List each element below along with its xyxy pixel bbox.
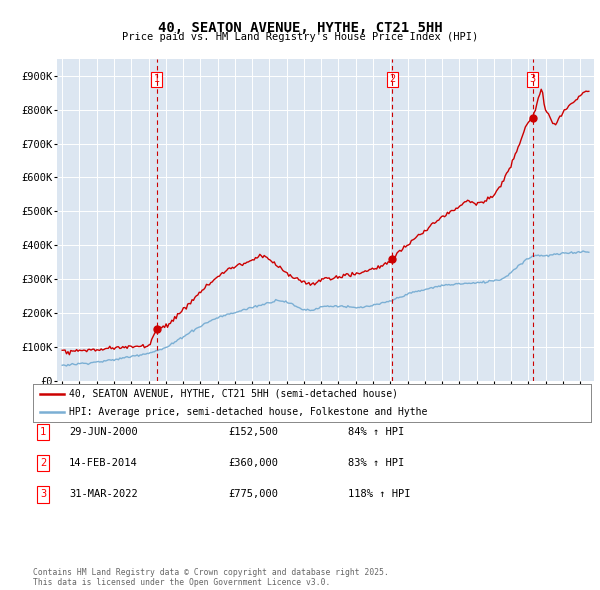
Text: £360,000: £360,000 — [228, 458, 278, 468]
Text: £152,500: £152,500 — [228, 427, 278, 437]
Text: 1: 1 — [154, 74, 160, 84]
Text: 31-MAR-2022: 31-MAR-2022 — [69, 490, 138, 499]
Text: 83% ↑ HPI: 83% ↑ HPI — [348, 458, 404, 468]
Text: HPI: Average price, semi-detached house, Folkestone and Hythe: HPI: Average price, semi-detached house,… — [69, 407, 428, 417]
Text: 1: 1 — [40, 427, 46, 437]
Text: 118% ↑ HPI: 118% ↑ HPI — [348, 490, 410, 499]
Text: Contains HM Land Registry data © Crown copyright and database right 2025.
This d: Contains HM Land Registry data © Crown c… — [33, 568, 389, 587]
Text: 2: 2 — [389, 74, 395, 84]
Text: £775,000: £775,000 — [228, 490, 278, 499]
Text: 14-FEB-2014: 14-FEB-2014 — [69, 458, 138, 468]
Text: 3: 3 — [40, 490, 46, 499]
Text: 3: 3 — [530, 74, 536, 84]
Text: 40, SEATON AVENUE, HYTHE, CT21 5HH: 40, SEATON AVENUE, HYTHE, CT21 5HH — [158, 21, 442, 35]
Text: 40, SEATON AVENUE, HYTHE, CT21 5HH (semi-detached house): 40, SEATON AVENUE, HYTHE, CT21 5HH (semi… — [69, 389, 398, 399]
Text: 84% ↑ HPI: 84% ↑ HPI — [348, 427, 404, 437]
Text: 2: 2 — [40, 458, 46, 468]
Text: 29-JUN-2000: 29-JUN-2000 — [69, 427, 138, 437]
Text: Price paid vs. HM Land Registry's House Price Index (HPI): Price paid vs. HM Land Registry's House … — [122, 32, 478, 42]
